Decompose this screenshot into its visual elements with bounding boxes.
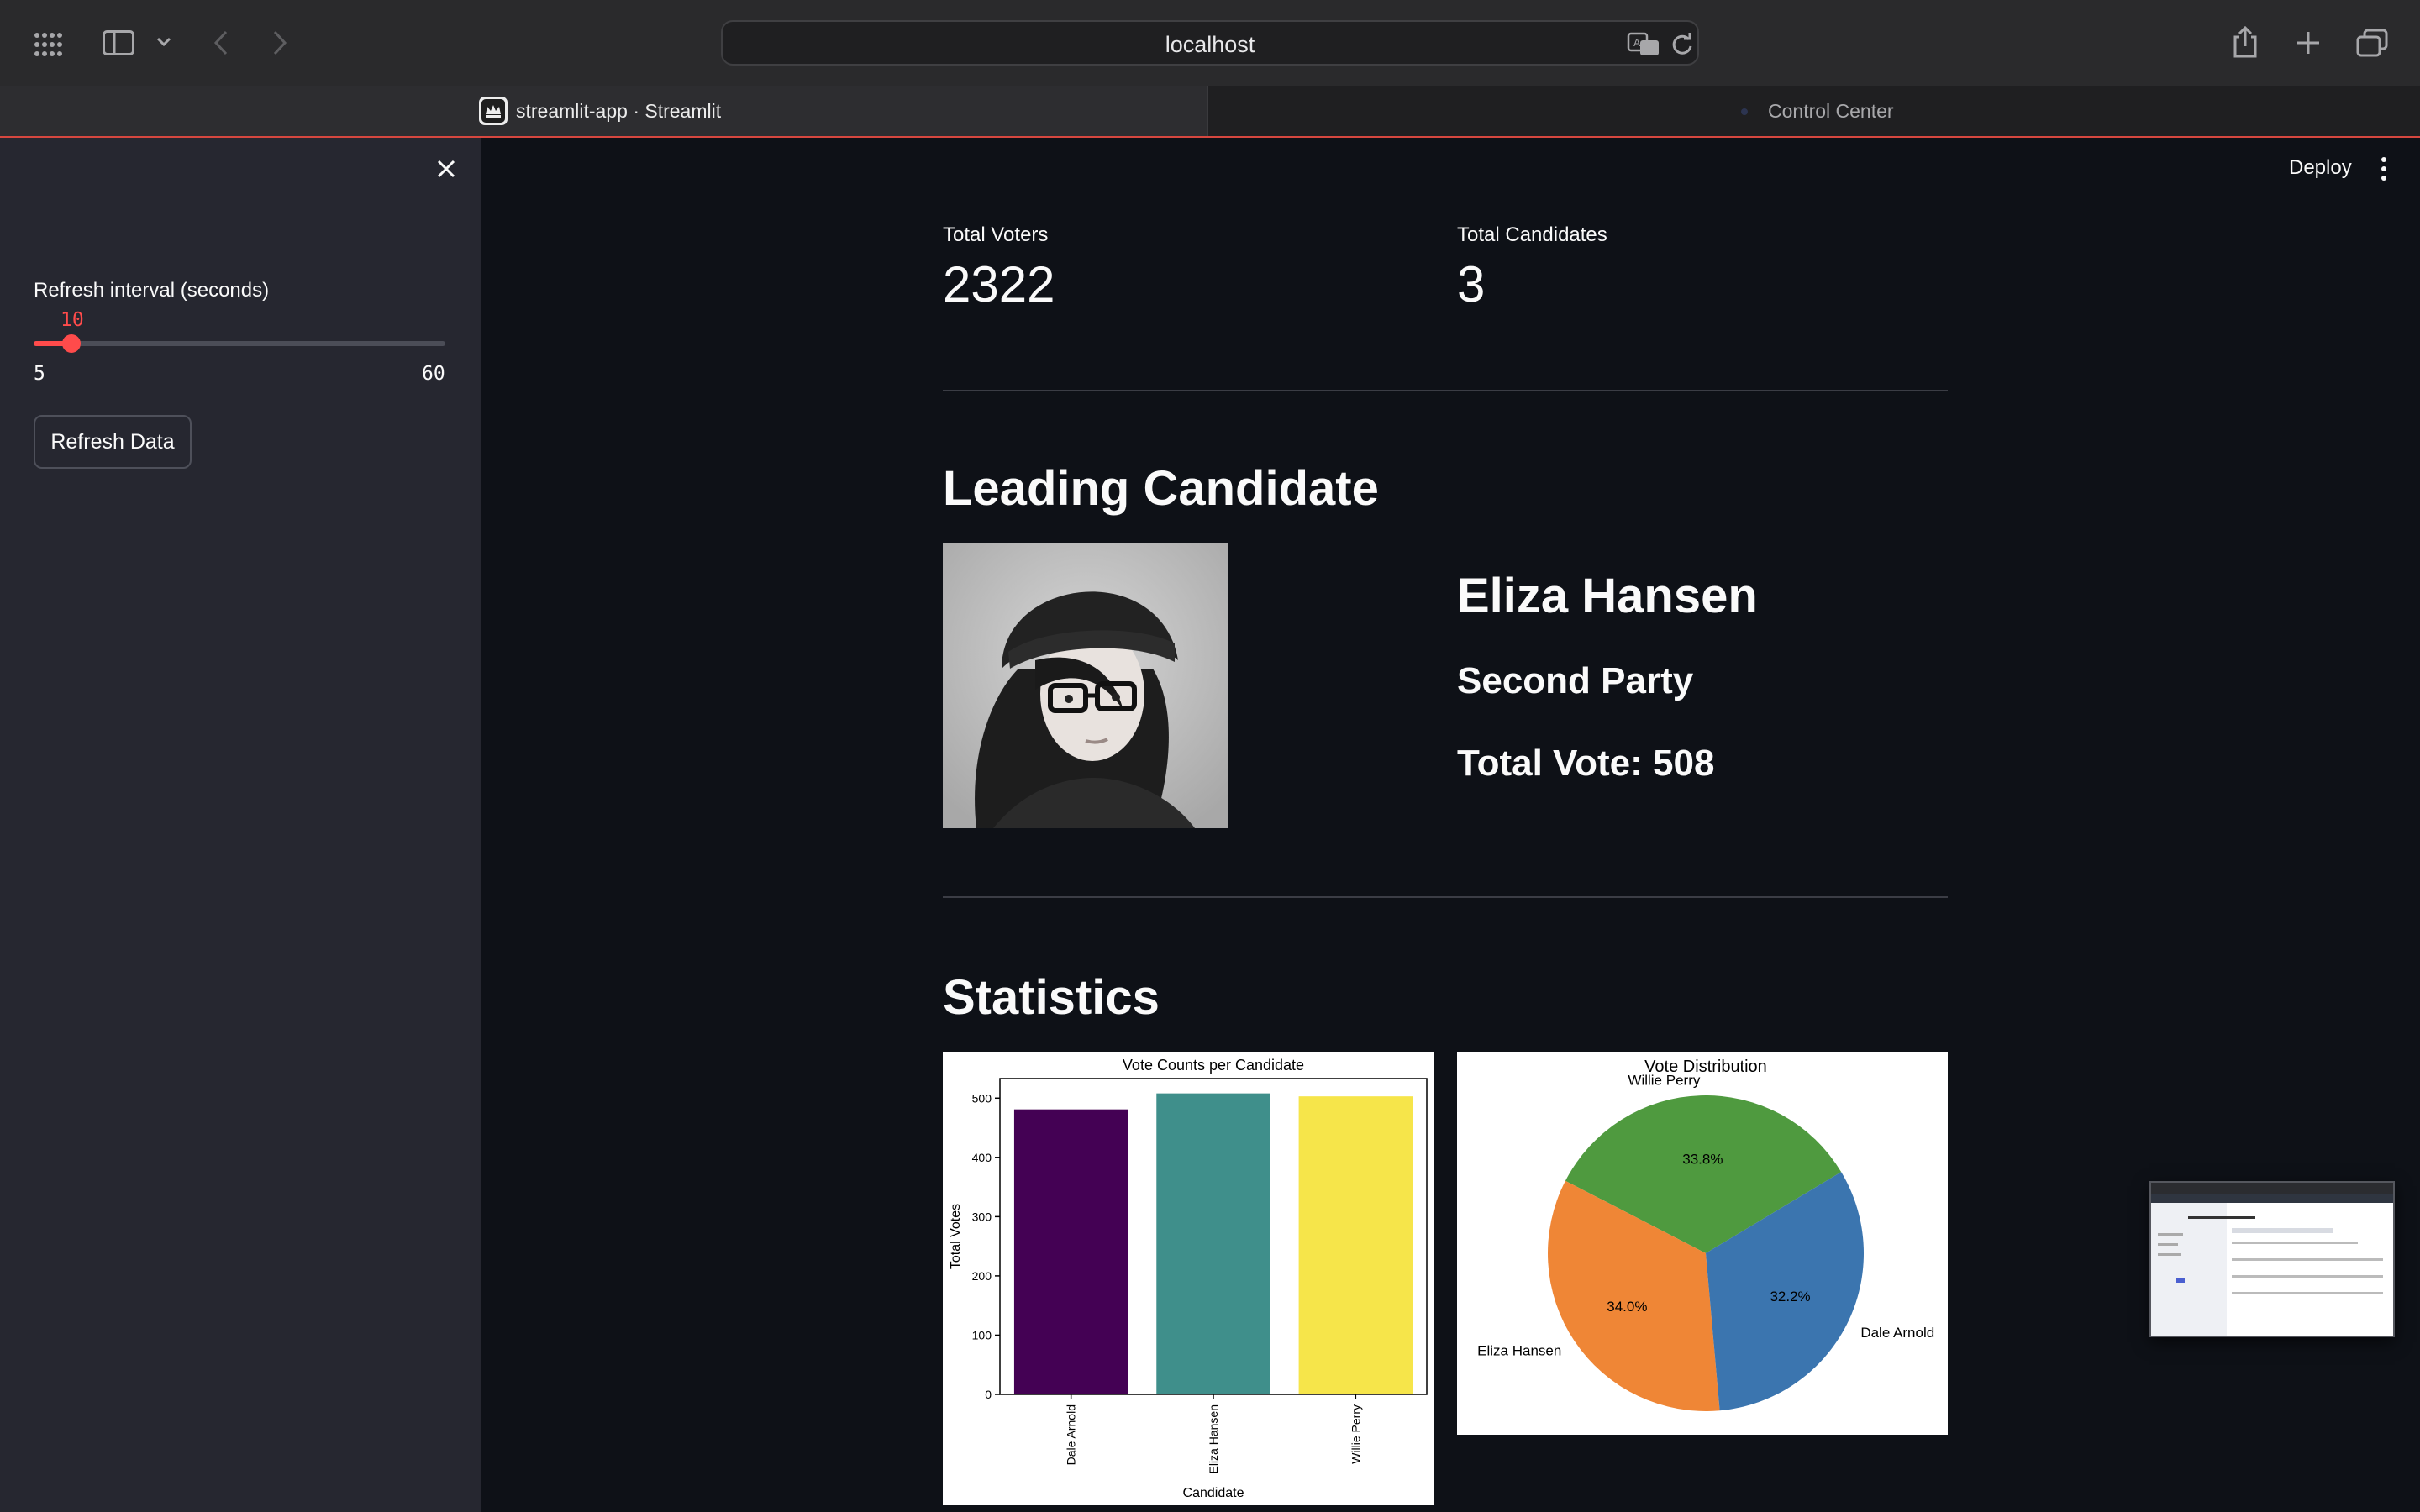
- bar: [1156, 1093, 1270, 1394]
- forward-icon[interactable]: [272, 30, 287, 55]
- url-text: localhost: [1165, 32, 1255, 57]
- pie-slice-label: Dale Arnold: [1860, 1325, 1934, 1341]
- metric-label: Total Candidates: [1457, 223, 1607, 246]
- share-icon[interactable]: [2232, 25, 2259, 59]
- y-tick-label: 200: [972, 1269, 992, 1283]
- x-axis-label: Candidate: [1183, 1486, 1244, 1500]
- slider-fill: [34, 341, 71, 346]
- slider-thumb[interactable]: [61, 334, 81, 353]
- y-tick-label: 300: [972, 1210, 992, 1223]
- bar: [1298, 1096, 1413, 1394]
- pie-chart-svg: Vote Distribution 33.8% Willie Perry 34.0% E…: [1477, 1058, 1934, 1411]
- metric-label: Total Voters: [943, 223, 1049, 246]
- refresh-interval-slider[interactable]: [34, 334, 445, 353]
- bar-chart-svg: Vote Counts per Candidate 0 100 200 300 400 50…: [949, 1057, 1428, 1500]
- statistics-heading: Statistics: [943, 970, 1160, 1025]
- translate-icon[interactable]: A: [1627, 32, 1660, 57]
- y-tick-label: 100: [972, 1328, 992, 1341]
- leading-candidate-heading: Leading Candidate: [943, 461, 1379, 516]
- x-tick-label: Willie Perry: [1349, 1404, 1362, 1464]
- candidate-total-votes: Total Vote: 508: [1457, 743, 1715, 784]
- back-icon[interactable]: [213, 30, 229, 55]
- x-tick-label: Dale Arnold: [1065, 1404, 1078, 1465]
- sidebar: Refresh interval (seconds) 10 5 60 Refre…: [0, 138, 481, 1512]
- tab-label: Control Center: [1768, 100, 1894, 122]
- candidate-name: Eliza Hansen: [1457, 569, 1758, 623]
- pie-chart: Vote Distribution 33.8% Willie Perry 34.0% E…: [1457, 1052, 1948, 1435]
- candidate-party: Second Party: [1457, 660, 1694, 701]
- tab-label: streamlit-app · Streamlit: [516, 100, 722, 122]
- divider: [943, 390, 1948, 391]
- tab-favicon-icon: [1741, 108, 1748, 115]
- slider-value: 10: [60, 309, 84, 331]
- address-bar[interactable]: localhost A: [721, 20, 1699, 66]
- pie-percent-label: 34.0%: [1607, 1299, 1647, 1315]
- slider-max-label: 60: [422, 363, 445, 385]
- pie-slice: [1706, 1172, 1864, 1411]
- x-tick-label: Eliza Hansen: [1207, 1404, 1220, 1474]
- tab-streamlit[interactable]: streamlit-app · Streamlit: [0, 86, 1208, 136]
- screenshot-thumbnail[interactable]: [2149, 1181, 2395, 1337]
- slider-label: Refresh interval (seconds): [34, 279, 270, 302]
- y-tick-label: 0: [985, 1388, 992, 1401]
- pie-slice-label: Eliza Hansen: [1477, 1342, 1561, 1358]
- browser-toolbar: localhost A: [0, 0, 2420, 86]
- tab-overview-icon[interactable]: [2356, 29, 2388, 57]
- chart-title: Vote Counts per Candidate: [1123, 1057, 1304, 1074]
- refresh-data-button[interactable]: Refresh Data: [34, 415, 192, 469]
- tab-bar: streamlit-app · Streamlit Control Center: [0, 86, 2420, 138]
- main-menu-icon[interactable]: [2380, 156, 2388, 181]
- slider-min-label: 5: [34, 363, 45, 385]
- close-icon[interactable]: [434, 156, 459, 181]
- streamlit-favicon-icon: [479, 97, 508, 125]
- deploy-button[interactable]: Deploy: [2289, 156, 2352, 179]
- y-tick-label: 500: [972, 1091, 992, 1105]
- candidate-photo: [943, 543, 1228, 828]
- bar: [1013, 1109, 1128, 1394]
- y-tick-label: 400: [972, 1151, 992, 1164]
- bar-chart: Vote Counts per Candidate 0 100 200 300 400 50…: [943, 1052, 1434, 1505]
- y-axis-label: Total Votes: [949, 1204, 963, 1269]
- chevron-down-icon[interactable]: [156, 37, 171, 47]
- pie-slice: [1565, 1095, 1842, 1253]
- pie-slice-label: Willie Perry: [1628, 1072, 1700, 1088]
- reload-icon[interactable]: [1670, 32, 1694, 57]
- metric-value: 2322: [943, 256, 1055, 312]
- sidebar-toggle-icon[interactable]: [103, 30, 134, 55]
- app-grid-icon[interactable]: [34, 32, 64, 57]
- metric-value: 3: [1457, 256, 1486, 312]
- pie-percent-label: 33.8%: [1682, 1151, 1723, 1167]
- tab-control-center[interactable]: Control Center: [1210, 86, 2420, 136]
- chart-title: Vote Distribution: [1644, 1058, 1767, 1076]
- svg-text:A: A: [1634, 37, 1641, 49]
- divider: [943, 896, 1948, 898]
- pie-percent-label: 32.2%: [1770, 1289, 1810, 1305]
- new-tab-icon[interactable]: [2296, 30, 2321, 55]
- pie-slice: [1548, 1180, 1720, 1411]
